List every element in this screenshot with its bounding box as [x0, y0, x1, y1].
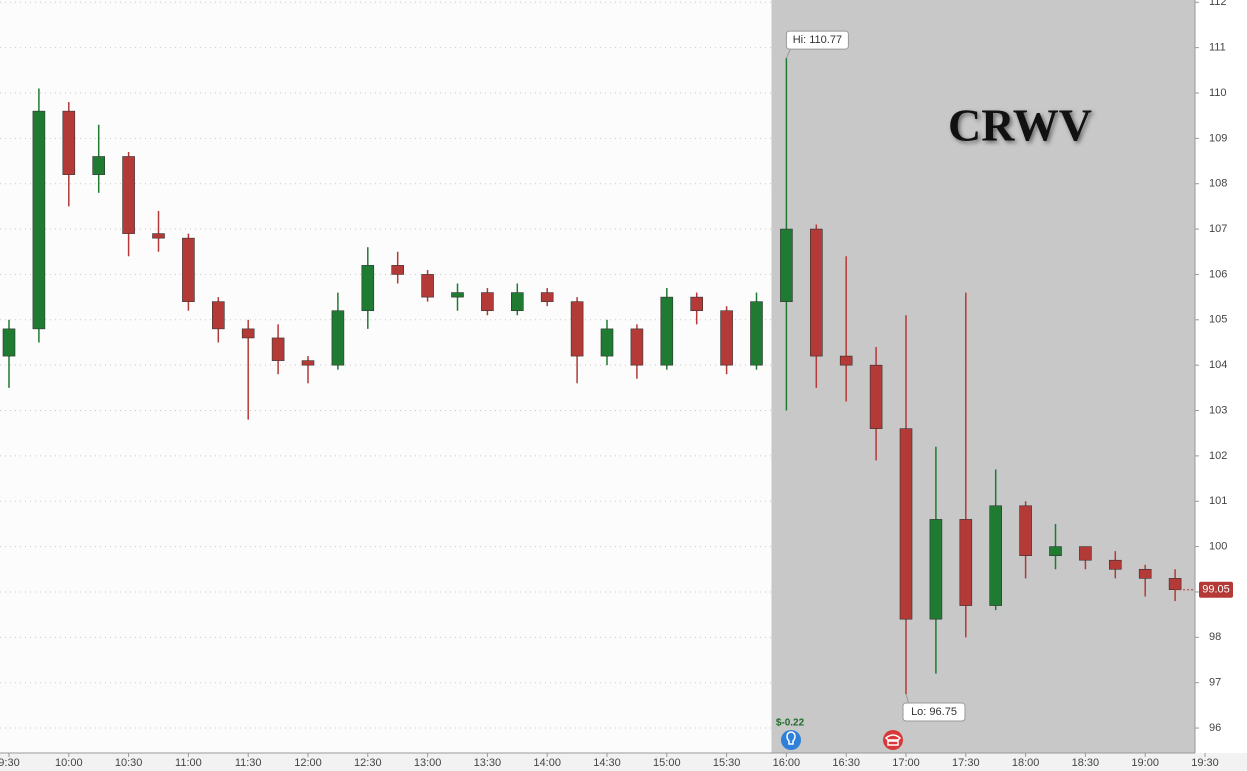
y-tick-label: 110	[1209, 87, 1227, 99]
after-hours-shade	[771, 0, 1195, 753]
candle-body	[481, 292, 494, 312]
candle-body	[1138, 568, 1152, 579]
candle-body	[1079, 546, 1092, 561]
x-tick-label: 9:30	[0, 757, 20, 769]
candle-body	[510, 292, 524, 312]
candle-body	[869, 364, 883, 429]
candle-body	[839, 355, 853, 366]
x-axis-strip	[0, 753, 1247, 771]
x-tick-label: 17:30	[952, 757, 980, 769]
y-tick-label: 100	[1209, 541, 1227, 553]
x-tick-label: 10:30	[115, 757, 143, 769]
candle-body	[92, 156, 105, 175]
candle-body	[331, 310, 345, 366]
candle-body	[600, 328, 614, 357]
candle-body	[570, 301, 584, 357]
candle-body	[1049, 546, 1062, 556]
y-tick-label: 111	[1209, 42, 1226, 54]
y-tick-label: 108	[1209, 178, 1227, 190]
callout-text: Lo: 96.75	[911, 706, 957, 718]
candle-body	[690, 296, 704, 312]
y-tick-label: 103	[1209, 404, 1227, 416]
candle-body	[989, 505, 1003, 606]
phone-glyph	[884, 734, 902, 746]
event-label: $-0.22	[776, 718, 805, 729]
candle-body	[271, 337, 285, 361]
x-tick-label: 12:00	[294, 757, 322, 769]
x-tick-label: 11:30	[235, 757, 262, 769]
candle-body	[780, 228, 793, 302]
candle-body	[62, 110, 76, 175]
earnings-icon[interactable]	[781, 730, 801, 750]
candle-body	[391, 265, 405, 275]
candle-body	[809, 228, 823, 357]
candle-body	[122, 156, 135, 234]
candle-body	[451, 292, 464, 298]
x-tick-label: 14:00	[533, 757, 561, 769]
candle-body	[959, 519, 973, 606]
x-tick-label: 13:30	[474, 757, 502, 769]
candle-body	[2, 328, 16, 357]
x-tick-label: 16:30	[832, 757, 860, 769]
x-tick-label: 19:00	[1131, 757, 1159, 769]
y-tick-label: 107	[1209, 223, 1227, 235]
candle-body	[660, 296, 674, 366]
y-tick-label: 97	[1209, 677, 1221, 689]
y-tick-label: 105	[1209, 314, 1227, 326]
y-tick-label: 96	[1209, 722, 1221, 734]
y-tick-label: 102	[1209, 450, 1227, 462]
x-tick-label: 13:00	[414, 757, 442, 769]
candle-body	[32, 110, 46, 330]
candle-body	[899, 428, 913, 620]
candle-body	[182, 237, 195, 302]
x-tick-label: 17:00	[892, 757, 920, 769]
candle-body	[212, 301, 225, 330]
last-price-label: 99.05	[1202, 584, 1230, 596]
candle-body	[750, 301, 763, 366]
candle-body	[1109, 559, 1122, 570]
callout-box	[785, 30, 849, 50]
y-tick-label: 109	[1209, 132, 1227, 144]
candle-body	[929, 519, 943, 620]
x-tick-label: 14:30	[593, 757, 621, 769]
x-tick-label: 12:30	[354, 757, 382, 769]
x-tick-label: 10:00	[55, 757, 83, 769]
candle-body	[540, 292, 554, 302]
x-tick-label: 19:30	[1191, 757, 1219, 769]
y-tick-label: 106	[1209, 268, 1227, 280]
y-tick-label: 104	[1209, 359, 1227, 371]
chart-title: CRWV	[948, 100, 1092, 151]
x-tick-label: 15:00	[653, 757, 681, 769]
x-tick-label: 18:30	[1072, 757, 1100, 769]
y-tick-label: 112	[1209, 0, 1227, 8]
y-tick-label: 98	[1209, 631, 1221, 643]
y-tick-label: 101	[1209, 495, 1227, 507]
x-tick-label: 11:00	[175, 757, 202, 769]
candle-body	[720, 310, 733, 366]
candle-body	[301, 360, 315, 366]
candle-body	[241, 328, 255, 339]
callout-box	[902, 702, 966, 722]
candle-body	[630, 328, 644, 366]
x-tick-label: 16:00	[773, 757, 801, 769]
candle-body	[421, 274, 434, 298]
candle-body	[361, 265, 375, 312]
candle-body	[152, 233, 165, 239]
candle-body	[1168, 578, 1182, 590]
candle-body	[1019, 505, 1032, 556]
lightbulb-glyph	[786, 731, 796, 745]
x-tick-label: 15:30	[713, 757, 741, 769]
callout-text: Hi: 110.77	[793, 34, 842, 46]
x-tick-label: 18:00	[1012, 757, 1040, 769]
last-price-box	[1199, 581, 1233, 598]
